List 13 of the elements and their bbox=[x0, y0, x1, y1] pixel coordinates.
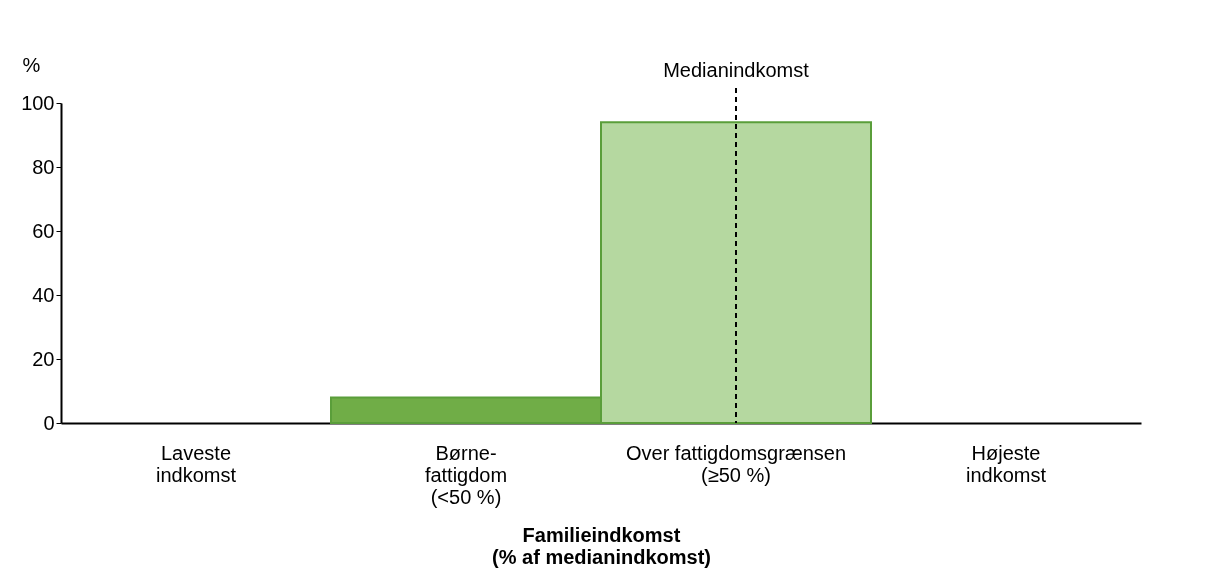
y-tick-label: 100 bbox=[21, 91, 55, 114]
x-tick-label: Over fattigdomsgrænsen (≥50 %) bbox=[625, 441, 847, 486]
x-tick-label: Laveste indkomst bbox=[155, 441, 237, 486]
ref-line-label: Medianindkomst bbox=[663, 59, 810, 81]
y-axis-title: % bbox=[22, 53, 41, 76]
x-tick-label: Børne- fattigdom (<50 %) bbox=[424, 441, 508, 508]
y-tick-label: 40 bbox=[32, 283, 55, 306]
y-tick-label: 20 bbox=[32, 347, 55, 370]
y-tick-label: 0 bbox=[43, 411, 55, 434]
y-tick-label: 60 bbox=[32, 219, 55, 242]
x-tick-label: Højeste indkomst bbox=[965, 441, 1047, 486]
y-tick-label: 80 bbox=[32, 155, 55, 178]
x-axis-title: Familieindkomst (% af medianindkomst) bbox=[492, 523, 711, 568]
